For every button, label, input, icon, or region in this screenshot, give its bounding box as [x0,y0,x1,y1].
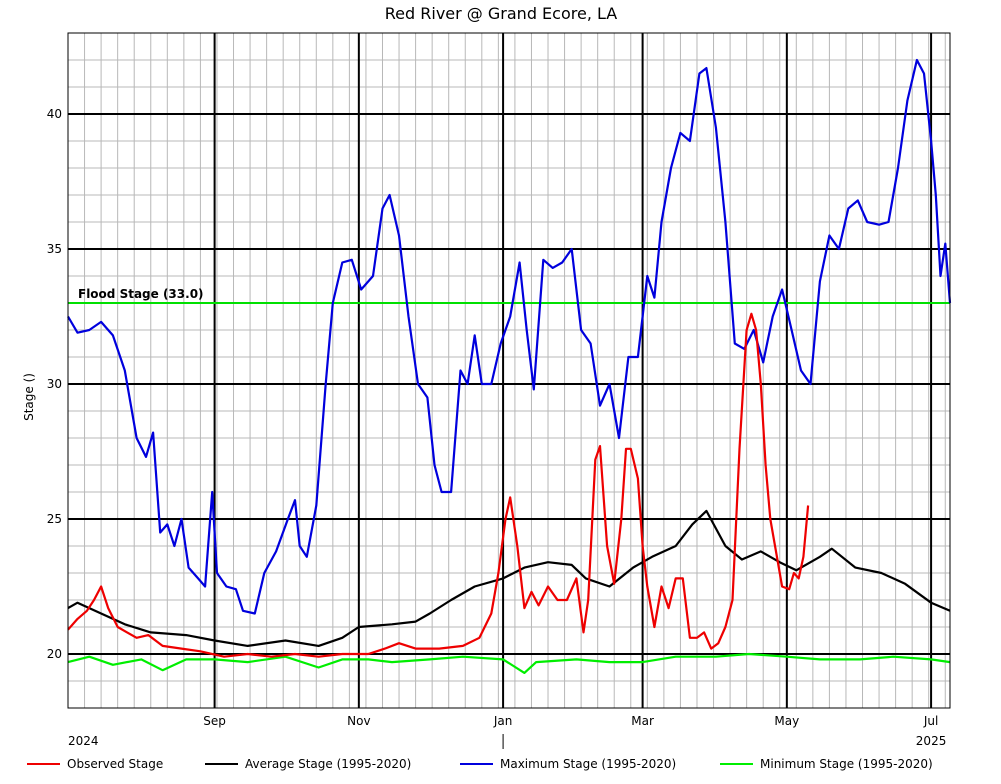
x-year-label: 2024 [68,734,99,748]
legend-label: Observed Stage [67,757,163,771]
x-tick-label: Mar [631,714,654,728]
legend-label: Minimum Stage (1995-2020) [760,757,933,771]
x-tick-label: Sep [203,714,226,728]
y-tick-label: 35 [47,242,62,256]
x-tick-label: Nov [347,714,370,728]
x-year-label: 2025 [916,734,947,748]
flood-stage-label: Flood Stage (33.0) [78,287,204,301]
major-grid [68,33,950,708]
series-line-minimum [67,652,951,675]
flood-stage-group: Flood Stage (33.0) [68,287,950,304]
legend: Observed Stage Average Stage (1995-2020) M… [27,757,933,771]
minor-grid [67,32,950,709]
chart-title: Red River @ Grand Ecore, LA [385,4,617,23]
y-axis-label: Stage () [22,373,36,421]
legend-label: Average Stage (1995-2020) [245,757,411,771]
x-tick-label: May [774,714,799,728]
series-line-maximum [67,58,952,615]
x-tick-label: Jan [493,714,513,728]
series-line-observed [67,312,810,658]
y-tick-label: 40 [47,107,62,121]
y-tick-label: 25 [47,512,62,526]
plot-frame [67,32,951,709]
y-tick-label: 30 [47,377,62,391]
y-tick-label: 20 [47,647,62,661]
legend-label: Maximum Stage (1995-2020) [500,757,676,771]
x-tick-label: Jul [923,714,938,728]
series-lines [67,58,952,675]
series-line-average [67,509,951,648]
